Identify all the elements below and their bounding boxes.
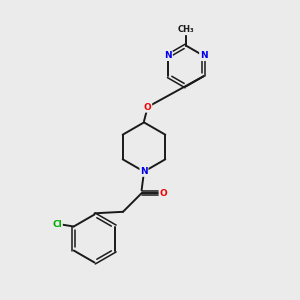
Text: N: N xyxy=(164,51,172,60)
Text: N: N xyxy=(200,51,208,60)
Text: Cl: Cl xyxy=(52,220,62,229)
Text: CH₃: CH₃ xyxy=(178,26,194,34)
Text: O: O xyxy=(144,103,152,112)
Text: N: N xyxy=(140,167,148,176)
Text: O: O xyxy=(159,189,167,198)
